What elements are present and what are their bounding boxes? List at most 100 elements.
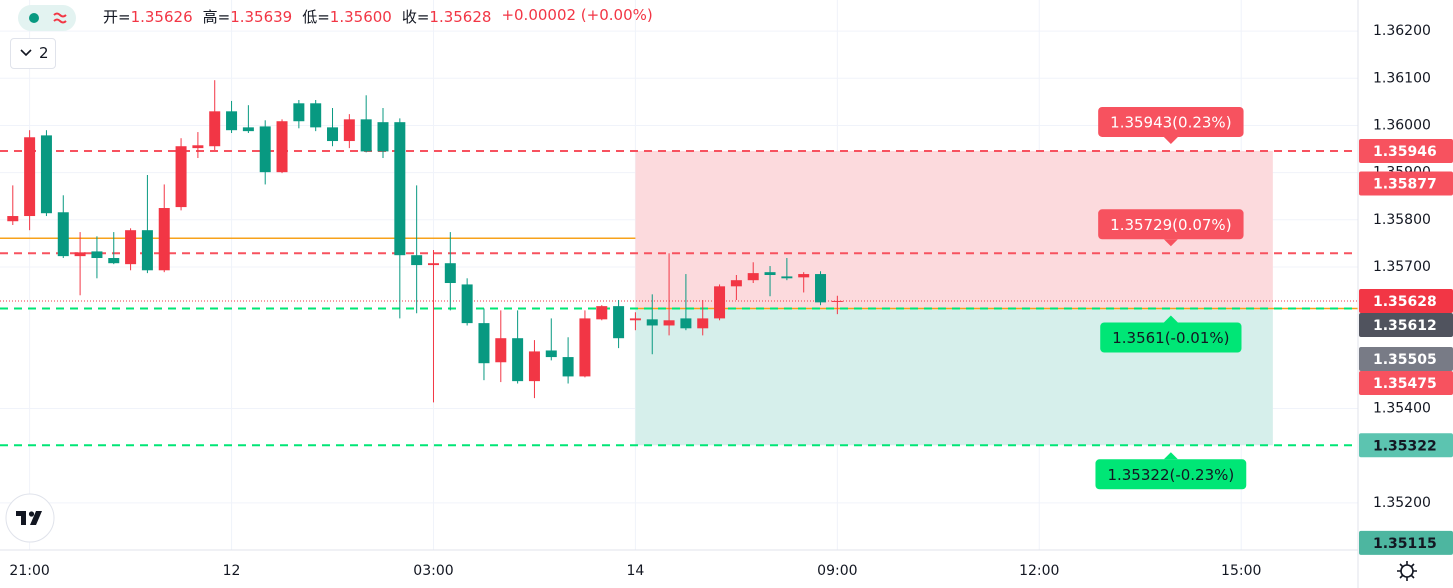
candle-body xyxy=(831,300,843,302)
candle-body xyxy=(327,127,339,142)
status-icons xyxy=(29,12,67,24)
candle-body xyxy=(125,230,137,265)
symbol-status[interactable] xyxy=(18,5,76,31)
price-tag-label: 1.35475 xyxy=(1373,376,1437,392)
candle-body xyxy=(343,119,355,142)
price-tag xyxy=(1359,288,1453,313)
y-tick-label: 1.35200 xyxy=(1373,495,1431,511)
candle-body xyxy=(360,119,372,152)
logo-circle xyxy=(5,493,55,543)
ohlc-value: 1.35639 xyxy=(230,8,293,26)
ohlc-label: 低= xyxy=(302,8,330,26)
level-label-box xyxy=(1098,106,1244,137)
candle-body xyxy=(730,280,742,287)
candle-body xyxy=(747,273,759,281)
candle-body xyxy=(646,319,658,326)
ohlc-value: 1.35628 xyxy=(429,8,492,26)
candle-body xyxy=(242,127,254,132)
x-tick-label: 12 xyxy=(223,563,241,579)
candle-body xyxy=(108,258,120,264)
indicators-toggle[interactable]: 2 xyxy=(10,38,56,69)
x-tick-label: 14 xyxy=(627,563,645,579)
y-tick-label: 1.35800 xyxy=(1373,212,1431,228)
candle-body xyxy=(781,276,793,279)
time-axis-bg xyxy=(0,550,1358,588)
candle-body xyxy=(7,216,19,222)
candle-body xyxy=(528,351,540,382)
candle-body xyxy=(798,274,810,278)
ohlc-value: 1.35600 xyxy=(329,8,392,26)
price-tag-label: 1.35946 xyxy=(1373,144,1437,160)
y-tick-label: 1.36000 xyxy=(1373,117,1431,133)
settings-icon[interactable] xyxy=(1397,561,1417,581)
x-tick-label: 21:00 xyxy=(9,563,49,579)
candle-body xyxy=(141,230,153,271)
axes: 1.362001.361001.360001.359001.358001.357… xyxy=(9,23,1430,579)
candle-body xyxy=(680,318,692,329)
x-tick-label: 12:00 xyxy=(1019,563,1059,579)
x-tick-label: 03:00 xyxy=(413,563,453,579)
candle-body xyxy=(24,137,36,217)
level-label: 1.35729(0.07%) xyxy=(1110,216,1231,234)
candle-body xyxy=(629,318,641,321)
level-label: 1.35322(-0.23%) xyxy=(1107,466,1234,484)
level-label-box xyxy=(1100,322,1242,353)
ohlc-item: 低=1.35600 xyxy=(302,6,392,27)
candle-body xyxy=(444,263,456,284)
candle-body xyxy=(764,272,776,275)
y-tick-label: 1.36200 xyxy=(1373,23,1431,39)
ohlc-label: 收= xyxy=(401,8,430,26)
candle-body xyxy=(411,255,423,266)
candle-body xyxy=(663,320,675,326)
y-tick-label: 1.35400 xyxy=(1373,400,1431,416)
level-label-box xyxy=(1095,459,1247,490)
candle-body xyxy=(91,251,103,259)
ohlc-item: 收=1.35628 xyxy=(402,6,492,27)
price-tag xyxy=(1359,346,1453,371)
candle-body xyxy=(697,318,709,329)
levels xyxy=(0,149,1358,447)
price-tag xyxy=(1359,530,1453,555)
logo xyxy=(5,493,55,543)
candle-body xyxy=(226,111,238,131)
price-tag-label: 1.35115 xyxy=(1373,536,1437,552)
candle-body xyxy=(74,252,86,257)
position-zones xyxy=(635,150,1273,446)
candle-body xyxy=(596,306,608,320)
candle-body xyxy=(461,284,473,324)
level-label-pointer xyxy=(1163,452,1178,460)
price-tag-label: 1.35877 xyxy=(1373,176,1437,192)
candle-body xyxy=(259,126,271,173)
x-tick-label: 09:00 xyxy=(817,563,857,579)
price-tag xyxy=(1359,138,1453,163)
candle-body xyxy=(562,357,574,377)
candle-body xyxy=(192,145,204,149)
candle-body xyxy=(495,338,507,363)
candle-body xyxy=(815,274,827,303)
candle-body xyxy=(158,208,170,271)
level-label: 1.3561(-0.01%) xyxy=(1112,329,1229,347)
logo-dot xyxy=(28,511,35,517)
ohlc-label: 高= xyxy=(202,8,231,26)
chevron xyxy=(20,49,32,57)
price-tag xyxy=(1359,433,1453,458)
candle-body xyxy=(613,306,625,339)
level-label-box xyxy=(1098,209,1244,240)
candle-body xyxy=(478,323,490,364)
status-wave xyxy=(53,12,67,24)
y-tick-label: 1.35700 xyxy=(1373,259,1431,275)
candle-body xyxy=(209,111,221,147)
gear-teeth[interactable] xyxy=(1397,561,1417,581)
candle-body xyxy=(545,350,557,358)
ohlc-item: 高=1.35639 xyxy=(203,6,293,27)
candle-body xyxy=(57,212,69,257)
chevron-path xyxy=(20,49,32,57)
price-tag xyxy=(1359,312,1453,337)
candle-body xyxy=(512,338,524,382)
ohlc-item: 开=1.35626 xyxy=(103,6,193,27)
candle-body xyxy=(175,146,187,208)
status-dot xyxy=(29,13,39,23)
level-labels: 1.35943(0.23%) 1.35729(0.07%) 1.3561(-0.01… xyxy=(1095,106,1247,490)
candle-body xyxy=(310,103,322,128)
